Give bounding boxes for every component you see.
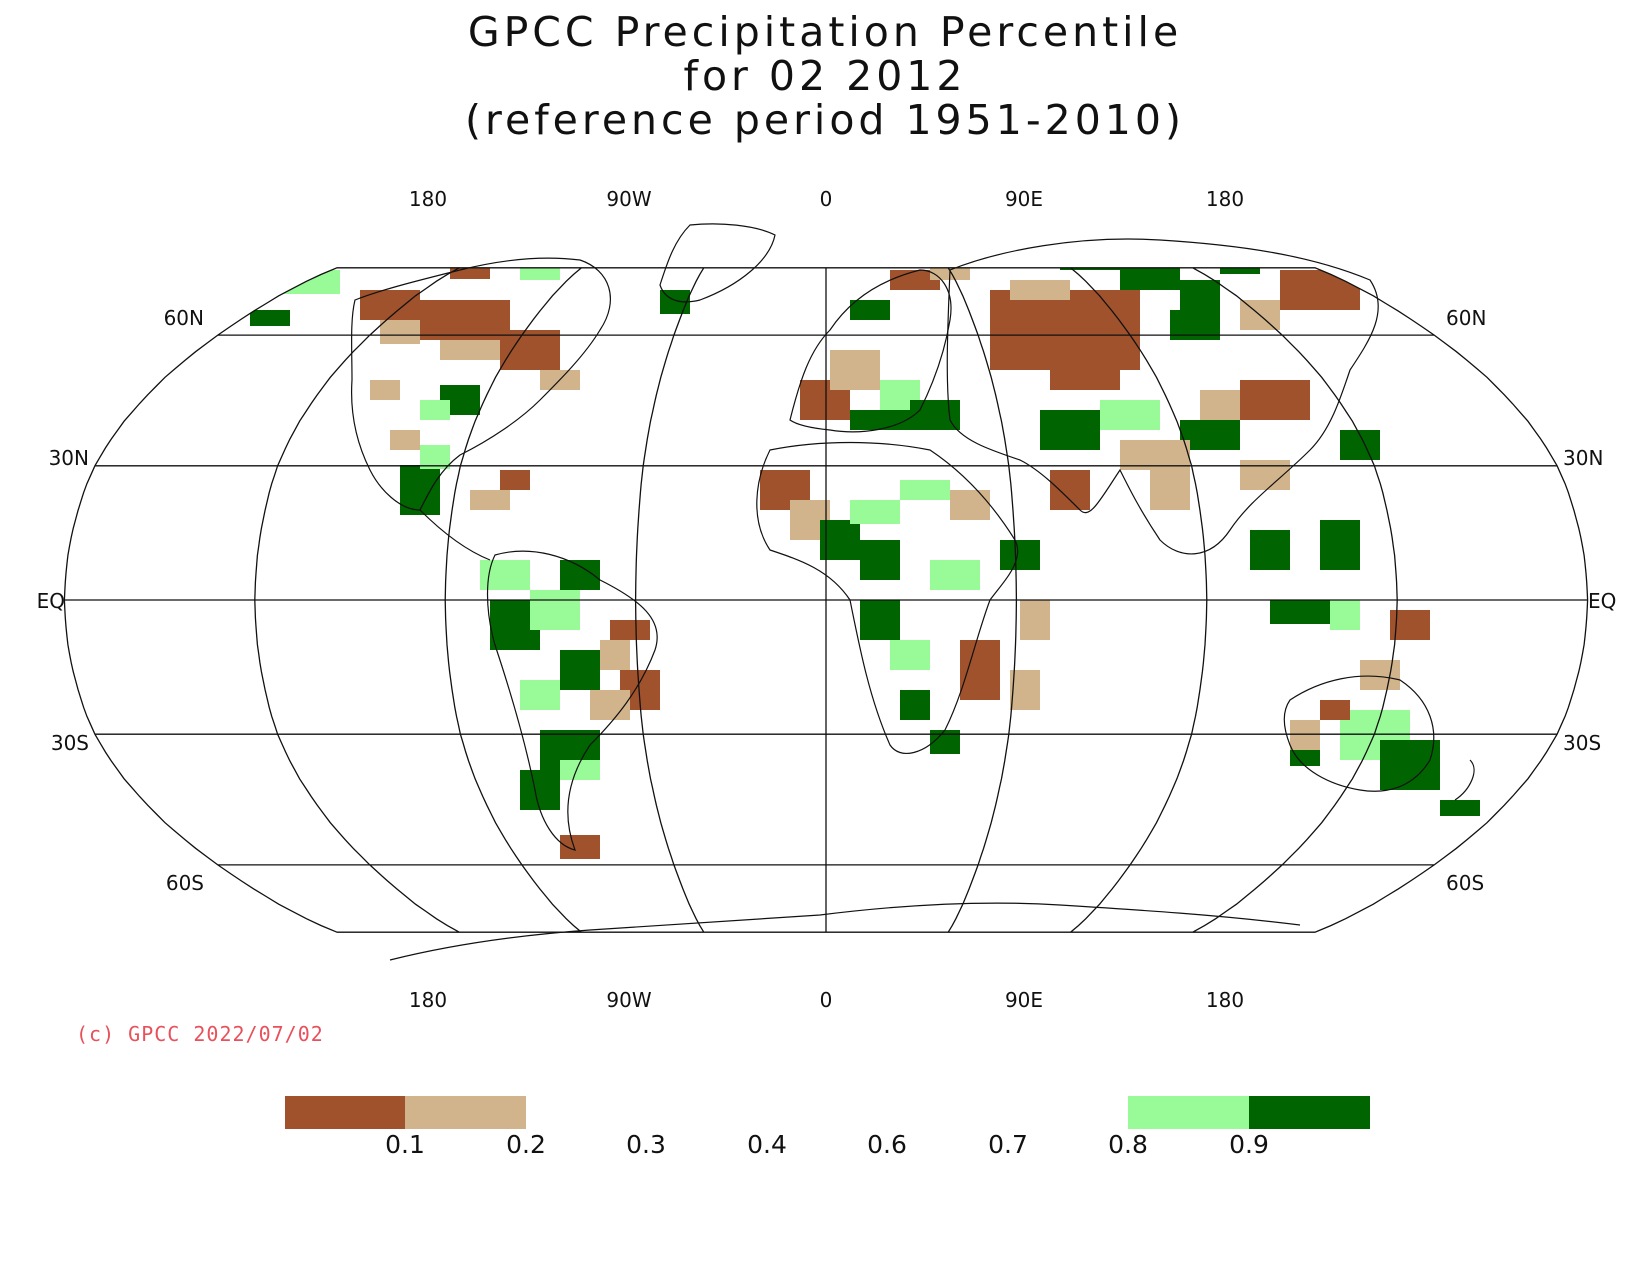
patches-north-america	[250, 267, 580, 515]
lat-labels-right: 60N 30N EQ 30S 60S	[1446, 306, 1616, 895]
legend-tick-0-4: 0.4	[747, 1130, 787, 1159]
legend-tick-0-9: 0.9	[1229, 1130, 1269, 1159]
lon-labels-top: 180 90W 0 90E 180	[409, 187, 1244, 211]
legend-bar	[285, 1096, 1370, 1129]
legend-swatch-very-dry	[285, 1096, 405, 1129]
coast-europe	[789, 269, 952, 433]
lat-label-left-30s: 30S	[51, 731, 89, 755]
lat-label-right-30s: 30S	[1563, 731, 1601, 755]
lon-label-top-90e: 90E	[1005, 187, 1043, 211]
coast-antarctica	[389, 902, 1301, 961]
legend-swatch-very-wet	[1249, 1096, 1370, 1129]
copyright-notice: (c) GPCC 2022/07/02	[76, 1022, 324, 1046]
lon-label-bottom-90w: 90W	[606, 988, 651, 1012]
legend-tick-0-8: 0.8	[1108, 1130, 1148, 1159]
coast-asia	[946, 238, 1379, 555]
lon-label-bottom-90e: 90E	[1005, 988, 1043, 1012]
lat-label-left-60n: 60N	[164, 306, 204, 330]
patches-australia	[1290, 610, 1480, 816]
legend-tick-0-3: 0.3	[626, 1130, 666, 1159]
lon-labels-bottom: 180 90W 0 90E 180	[409, 988, 1244, 1012]
lon-label-top-180w: 180	[409, 187, 447, 211]
lon-label-bottom-180w: 180	[409, 988, 447, 1012]
patches-south-america	[480, 560, 660, 859]
graticule	[63, 267, 1589, 933]
title-line-1: GPCC Precipitation Percentile	[467, 8, 1183, 56]
coast-australia	[1283, 675, 1435, 792]
lon-label-top-180e: 180	[1206, 187, 1244, 211]
lat-label-right-30n: 30N	[1563, 446, 1603, 470]
lat-label-right-60n: 60N	[1446, 306, 1486, 330]
globe-outline	[63, 267, 1589, 933]
lat-label-right-60s: 60S	[1446, 871, 1484, 895]
coastlines	[351, 223, 1475, 961]
coast-greenland	[659, 223, 776, 303]
patches-africa	[760, 470, 1050, 754]
lat-label-left-60s: 60S	[166, 871, 204, 895]
lat-label-right-eq: EQ	[1588, 589, 1616, 613]
title-line-2: for 02 2012	[683, 52, 967, 100]
coast-central-america	[419, 509, 491, 561]
coast-north-america	[351, 257, 611, 511]
legend-tick-0-2: 0.2	[506, 1130, 546, 1159]
legend-tick-0-1: 0.1	[385, 1130, 425, 1159]
coast-africa	[756, 441, 1019, 754]
legend-swatch-wet	[1128, 1096, 1249, 1129]
lon-label-bottom-0: 0	[820, 988, 833, 1012]
precip-layer	[250, 267, 1480, 859]
patches-asia	[990, 267, 1380, 630]
title-line-3: (reference period 1951-2010)	[465, 96, 1185, 144]
coast-new-zealand	[1454, 759, 1475, 801]
coast-south-america	[486, 550, 658, 851]
lon-label-top-0: 0	[820, 187, 833, 211]
legend-tick-0-6: 0.6	[867, 1130, 907, 1159]
lon-label-bottom-180e: 180	[1206, 988, 1244, 1012]
lat-labels-left: 60N 30N EQ 30S 60S	[37, 306, 204, 895]
lon-label-top-90w: 90W	[606, 187, 651, 211]
legend-swatch-dry	[405, 1096, 526, 1129]
lat-label-left-eq: EQ	[37, 589, 65, 613]
lat-label-left-30n: 30N	[49, 446, 89, 470]
legend-tick-0-7: 0.7	[988, 1130, 1028, 1159]
